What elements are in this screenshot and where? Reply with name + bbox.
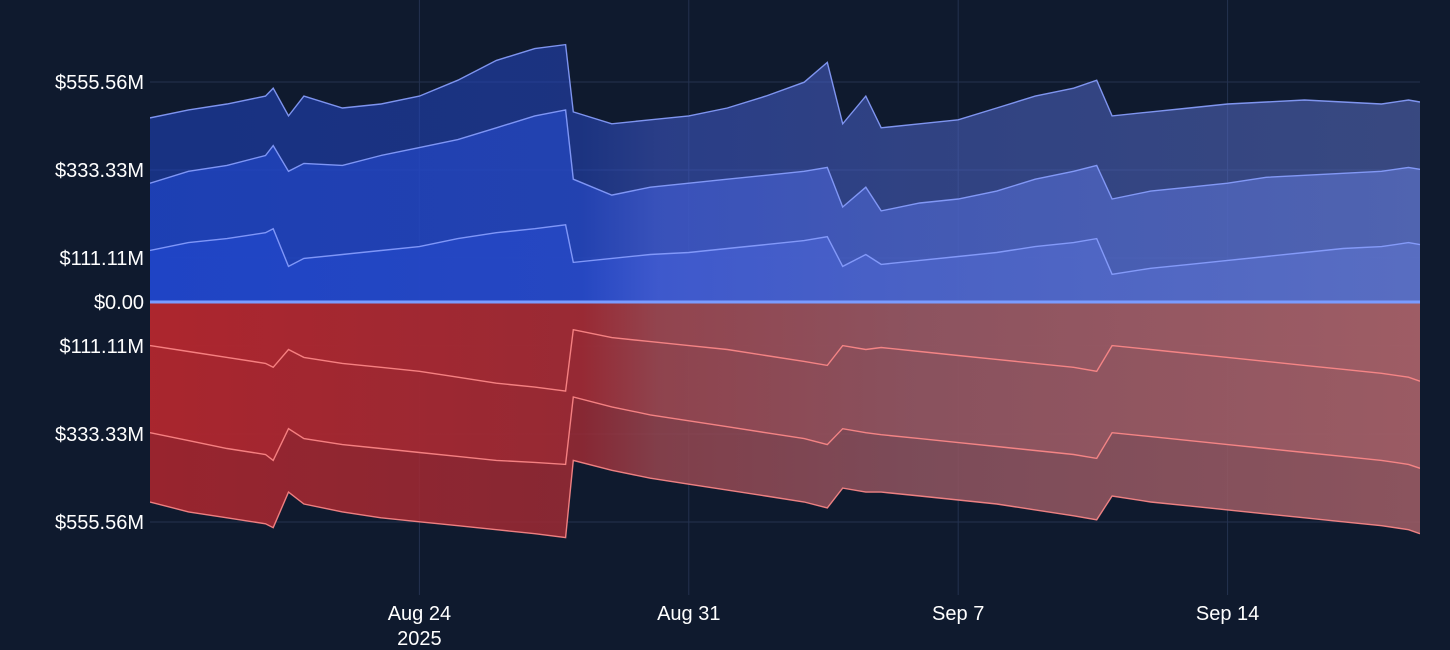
y-tick-label-1: $333.33M [55,160,144,182]
y-tick-label-2: $111.11M [59,248,144,270]
negative-line-cumulative-top [150,328,1420,392]
negative-line-cumulative-low [150,459,1420,539]
x-tick-label-1: Aug 31 [657,603,720,625]
y-tick-label-0: $555.56M [55,72,144,94]
y-tick-label-3: $0.00 [94,292,144,314]
y-tick-label-6: $555.56M [55,512,144,534]
x-tick-label-0: Aug 24 [388,603,451,625]
positive-line-cumulative-low [150,224,1420,276]
y-tick-label-5: $333.33M [55,424,144,446]
positive-area-cumulative-low [150,224,1420,302]
positive-line-cumulative-mid [150,109,1420,212]
x-tick-label-3: Sep 14 [1196,603,1259,625]
y-tick-label-4: $111.11M [59,336,144,358]
x-tick-label-2: Sep 7 [932,603,984,625]
negative-line-cumulative-mid [150,396,1420,469]
x-axis-ticks: Aug 24 2025 Aug 31 Sep 7 Sep 14 [388,603,1260,650]
positive-line-cumulative-top [150,43,1420,129]
area-series [150,43,1420,539]
y-axis-ticks: $555.56M $333.33M $111.11M $0.00 $111.11M $33… [55,72,144,534]
negative-area-cumulative-low [150,302,1420,538]
x-tick-sublabel-0: 2025 [397,628,442,650]
